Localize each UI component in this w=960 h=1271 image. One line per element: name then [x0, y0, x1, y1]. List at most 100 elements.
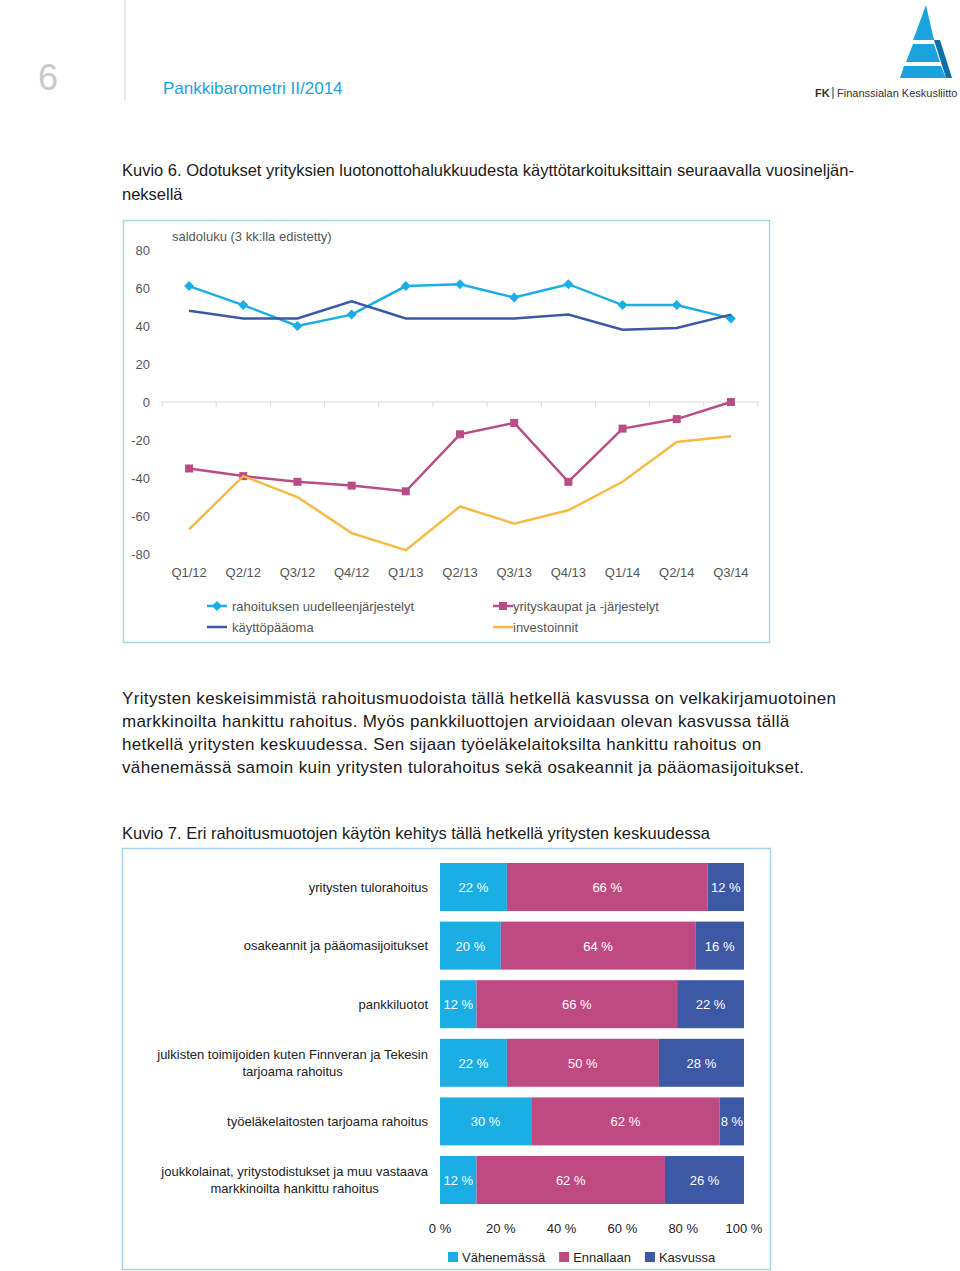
line-chart: saldoluku (3 kk:lla edistetty)-80-60-40-…	[124, 221, 770, 643]
series-line	[189, 301, 731, 330]
x-tick	[758, 402, 759, 407]
series-line	[189, 402, 731, 491]
data-label: 62 %	[556, 1173, 586, 1188]
data-label: 66 %	[562, 997, 592, 1012]
x-tick-label: Q2/12	[226, 565, 261, 580]
x-tick	[216, 402, 217, 407]
x-tick	[324, 402, 325, 407]
page-number: 6	[38, 57, 58, 98]
bar-segment	[695, 922, 744, 970]
bar-segment	[665, 1156, 744, 1204]
y-tick	[159, 554, 162, 555]
body-text: hetkellä yritysten keskuudessa. Sen sija…	[122, 735, 762, 754]
x-tick	[683, 1210, 684, 1213]
point-marker	[673, 415, 681, 423]
legend-item: käyttöpääoma	[207, 620, 314, 635]
y-tick-label: -40	[131, 471, 150, 486]
x-tick-label: Q1/12	[171, 565, 206, 580]
bar-segment	[501, 922, 696, 970]
point-marker	[292, 321, 302, 331]
data-label: 22 %	[459, 880, 489, 895]
bar-segment	[507, 863, 708, 911]
y-tick	[159, 326, 162, 327]
y-tick	[159, 478, 162, 479]
logo-shape	[906, 44, 940, 62]
x-tick-label: Q4/13	[551, 565, 586, 580]
x-tick	[500, 1210, 501, 1213]
x-tick-label: Q3/13	[496, 565, 531, 580]
data-labels: 22 %66 %12 %20 %64 %16 %12 %66 %22 %22 %…	[443, 880, 743, 1188]
x-tick-label: 40 %	[547, 1221, 577, 1236]
bar-segment	[440, 922, 501, 970]
x-tick-label: Q2/14	[659, 565, 694, 580]
logo-shape	[900, 66, 946, 78]
x-tick	[487, 402, 488, 407]
chart-title: saldoluku (3 kk:lla edistetty)	[172, 229, 332, 244]
zero-line	[162, 402, 758, 403]
data-label: 64 %	[583, 939, 613, 954]
x-tick	[162, 402, 163, 407]
bar-segment	[720, 1097, 744, 1145]
data-label: 12 %	[711, 880, 741, 895]
x-tick	[595, 402, 596, 407]
logo: FKFinanssialan Keskusliitto	[815, 5, 957, 99]
chart-frame	[124, 221, 770, 643]
plot-area	[184, 279, 736, 550]
bar-segment	[476, 1156, 664, 1204]
bar-segment	[659, 1039, 744, 1087]
bar-segment	[440, 1039, 507, 1087]
data-label: 22 %	[696, 997, 726, 1012]
point-marker	[238, 300, 248, 310]
body-text: vähenemässä samoin kuin yritysten tulora…	[122, 758, 804, 777]
legend-swatch	[645, 1252, 655, 1262]
data-label: 30 %	[471, 1114, 501, 1129]
legend-label: investoinnit	[513, 620, 578, 635]
legend-swatch	[493, 626, 513, 629]
legend-item: yrityskaupat ja -järjestelyt	[493, 599, 659, 614]
legend-marker	[499, 602, 507, 610]
category-label: pankkiluotot	[359, 997, 429, 1012]
legend-swatch	[448, 1252, 458, 1262]
x-tick-label: 60 %	[608, 1221, 638, 1236]
chart-frame	[123, 849, 771, 1270]
x-tick-label: 100 %	[726, 1221, 763, 1236]
body-text: Yritysten keskeisimmistä rahoitusmuodois…	[122, 689, 836, 708]
header-title: Pankkibarometri II/2014	[163, 79, 343, 98]
point-marker	[455, 279, 465, 289]
data-label: 66 %	[592, 880, 622, 895]
y-tick	[159, 516, 162, 517]
legend-swatch	[207, 626, 227, 629]
series-line	[189, 436, 731, 550]
x-tick	[432, 402, 433, 407]
x-tick	[622, 1210, 623, 1213]
legend-label: Vähenemässä	[462, 1250, 546, 1265]
x-tick-label: Q3/14	[713, 565, 748, 580]
point-marker	[293, 478, 301, 486]
bar-segment	[507, 1039, 659, 1087]
legend-item: Vähenemässä	[448, 1250, 546, 1265]
bar-segment	[440, 1097, 531, 1145]
point-marker	[456, 430, 464, 438]
figure-caption: Kuvio 6. Odotukset yrityksien luotonotto…	[122, 161, 854, 179]
logo-shape	[934, 40, 952, 78]
data-label: 8 %	[721, 1114, 744, 1129]
data-label: 20 %	[456, 939, 486, 954]
point-marker	[185, 465, 193, 473]
point-marker	[184, 281, 194, 291]
bar-segment	[440, 980, 476, 1028]
x-tick-label: 20 %	[486, 1221, 516, 1236]
x-tick-label: Q1/13	[388, 565, 423, 580]
y-tick	[159, 250, 162, 251]
x-tick	[378, 402, 379, 407]
legend-label: käyttöpääoma	[232, 620, 314, 635]
x-tick-label: Q1/14	[605, 565, 640, 580]
data-label: 22 %	[459, 1056, 489, 1071]
y-tick-label: 0	[143, 395, 150, 410]
x-tick	[744, 1210, 745, 1213]
plot-area	[440, 863, 744, 1204]
category-label: julkisten toimijoiden kuten Finnveran ja…	[156, 1047, 428, 1079]
y-tick-label: 80	[136, 243, 150, 258]
category-label: joukkolainat, yritystodistukset ja muu v…	[160, 1164, 428, 1196]
legend-item: Ennallaan	[559, 1250, 631, 1265]
x-tick-label: Q4/12	[334, 565, 369, 580]
